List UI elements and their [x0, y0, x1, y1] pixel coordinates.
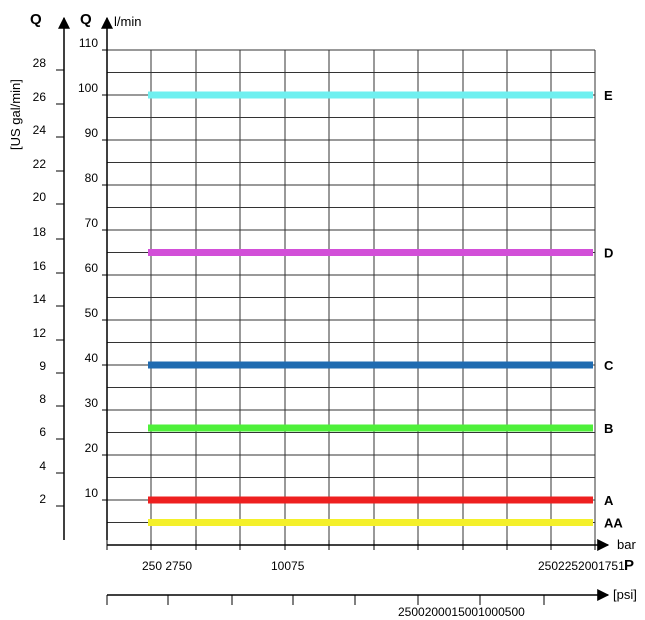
- left-tick-label: 26: [33, 90, 47, 104]
- y-tick-label: 80: [85, 171, 99, 185]
- left-tick-label: 28: [33, 56, 47, 70]
- left-tick-label: 4: [39, 459, 46, 473]
- x-tick-label: 250 2750: [142, 559, 192, 573]
- psi-tick-label: 2500200015001000500: [398, 605, 525, 619]
- series-label-e: E: [604, 88, 613, 103]
- x-tick-label: 2502252001751: [538, 559, 625, 573]
- left-tick-label: 12: [33, 326, 47, 340]
- left-tick-label: 20: [33, 190, 47, 204]
- y-tick-label: 40: [85, 351, 99, 365]
- left-tick-label: 22: [33, 157, 47, 171]
- left-tick-label: 6: [39, 425, 46, 439]
- left-tick-label: 24: [33, 123, 47, 137]
- left-axis-unit: [US gal/min]: [8, 79, 23, 150]
- series-label-b: B: [604, 421, 613, 436]
- x-axis-symbol: P: [624, 557, 634, 574]
- y-tick-label: 50: [85, 306, 99, 320]
- left-tick-label: 8: [39, 392, 46, 406]
- x-axis-label: bar: [617, 537, 636, 552]
- grid: [106, 49, 596, 546]
- left-tick-label: 16: [33, 259, 47, 273]
- series-label-aa: AA: [604, 516, 623, 531]
- series-label-a: A: [604, 493, 614, 508]
- y-tick-label: 30: [85, 396, 99, 410]
- y-tick-label: 100: [78, 81, 98, 95]
- y-axis-label: l/min: [114, 14, 141, 29]
- series-label-d: D: [604, 246, 613, 261]
- left-tick-label: 18: [33, 225, 47, 239]
- left-tick-label: 9: [39, 359, 46, 373]
- y-tick-label: 20: [85, 441, 99, 455]
- left-axis-symbol: Q: [30, 11, 42, 28]
- axis-ticks: [106, 540, 596, 605]
- x-tick-label: 10075: [271, 559, 305, 573]
- y-tick-label: 60: [85, 261, 99, 275]
- y-tick-label: 90: [85, 126, 99, 140]
- series-label-c: C: [604, 358, 614, 373]
- y-axis-symbol: Q: [80, 11, 92, 28]
- y-axis-ticks: 10 20 30 40 50 60 70 80 90 100 110: [78, 36, 107, 501]
- y-tick-label: 110: [79, 36, 98, 50]
- y-tick-label: 70: [85, 216, 99, 230]
- y-tick-label: 10: [85, 486, 99, 500]
- left-tick-label: 14: [33, 292, 47, 306]
- psi-label: [psi]: [613, 587, 637, 602]
- left-tick-label: 2: [39, 492, 46, 506]
